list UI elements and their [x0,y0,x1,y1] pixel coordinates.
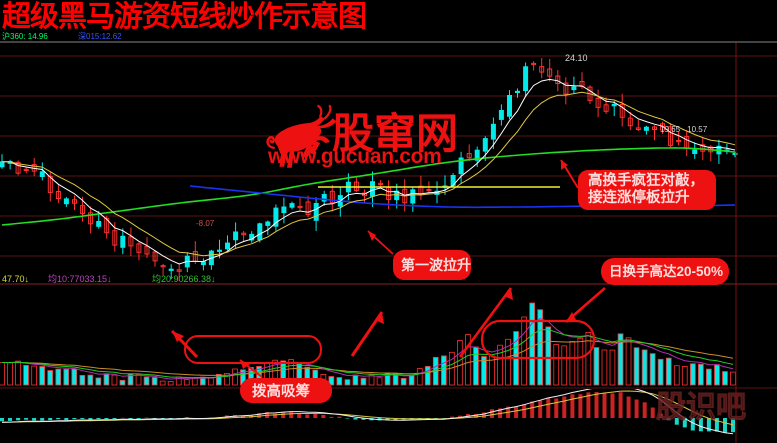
svg-text:深015:12.62: 深015:12.62 [78,32,122,41]
svg-text:高换手疯狂对敲，: 高换手疯狂对敲， [588,171,704,189]
svg-text:-8.07: -8.07 [196,219,215,228]
svg-text:接连涨停板拉升: 接连涨停板拉升 [588,188,690,206]
svg-text:沪360: 14.96: 沪360: 14.96 [2,31,48,41]
svg-text:日换手高达20-50%: 日换手高达20-50% [609,263,723,279]
svg-text:第一波拉升: 第一波拉升 [401,257,471,273]
svg-text:47.70↓: 47.70↓ [2,274,29,284]
svg-text:股识吧: 股识吧 [656,391,746,424]
svg-text:超级黑马游资短线炒作示意图: 超级黑马游资短线炒作示意图 [2,0,366,33]
svg-text:19.65 - 10.57: 19.65 - 10.57 [660,125,708,134]
svg-text:www.gucuan.com: www.gucuan.com [267,145,442,168]
svg-text:24.10: 24.10 [565,53,588,63]
svg-text:拨高吸筹: 拨高吸筹 [252,382,310,400]
svg-text:均10:77033.15↓: 均10:77033.15↓ [48,273,112,284]
svg-text:均20:90266.38↓: 均20:90266.38↓ [152,273,216,284]
